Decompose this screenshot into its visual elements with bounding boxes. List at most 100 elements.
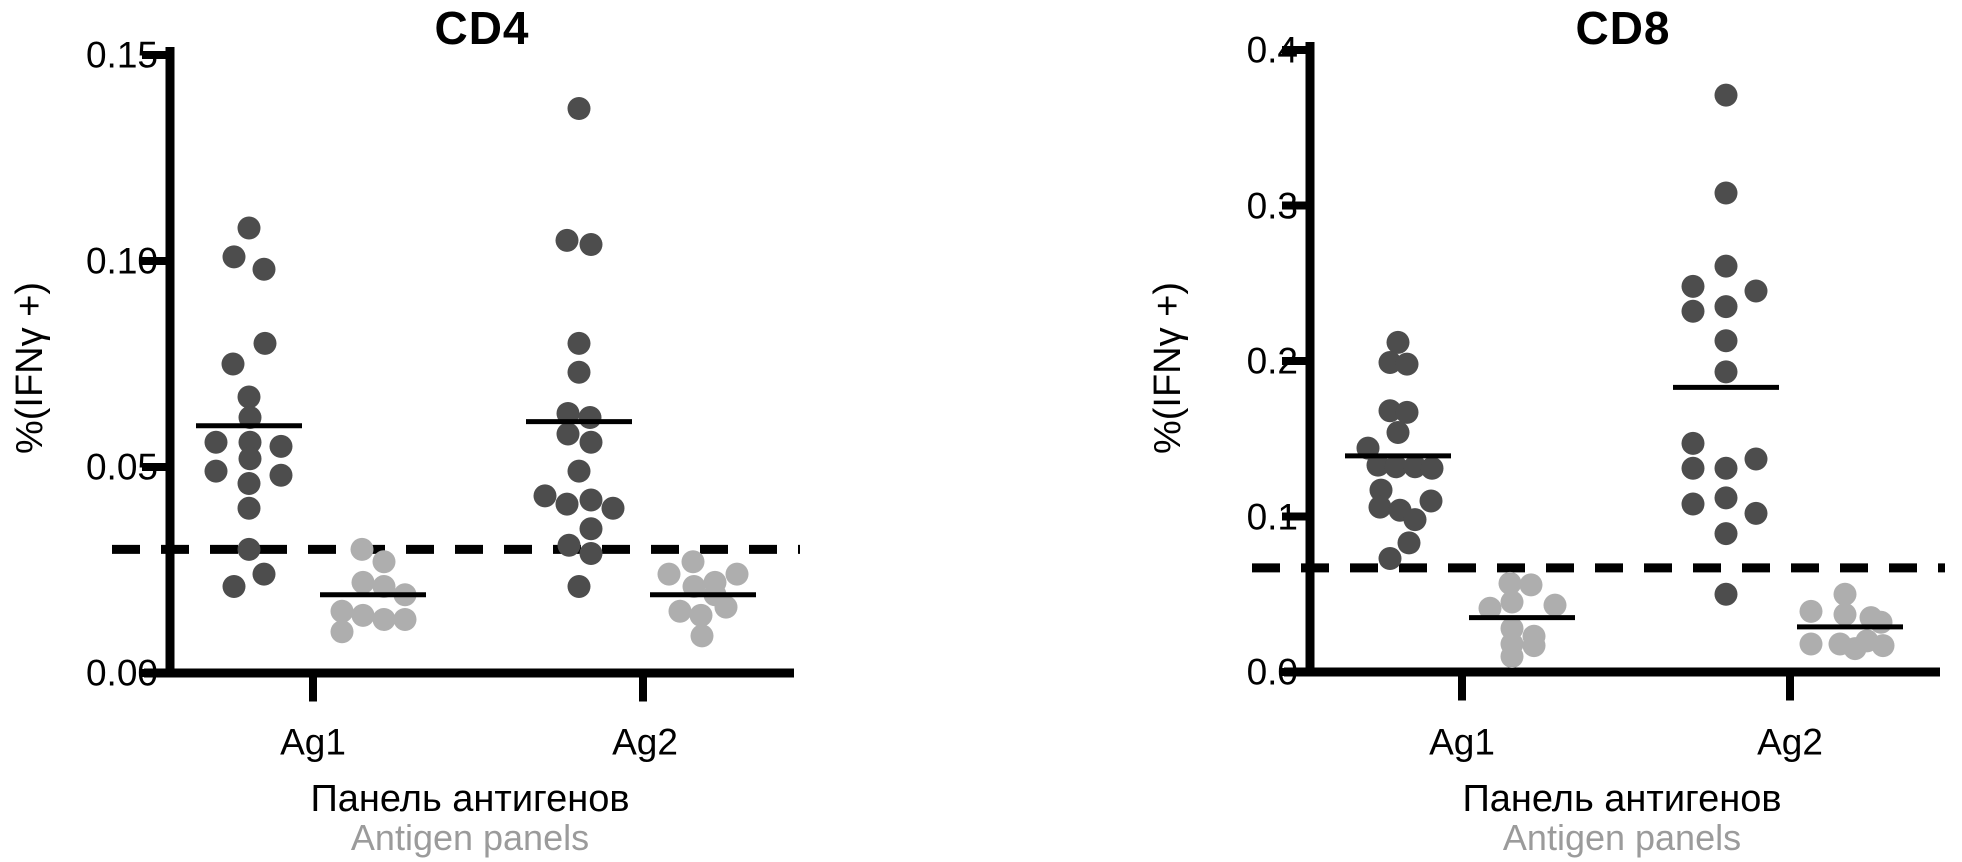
cd4-y-axis-label: %(IFNγ +) [9,281,51,455]
cd4-ag1-control-data-point [330,599,354,623]
cd8-ag2-stimulated-data-point [1714,522,1738,546]
cd4-ag2-stimulated-data-point [567,331,591,355]
cd4-y-tick-label: 0.10 [85,240,158,282]
cd4-ag2-stimulated-data-point [555,492,579,516]
cd8-ag2-control-data-point [1869,610,1893,634]
cd4-ag1-stimulated-data-point [237,471,261,495]
cd8-ag2-stimulated-data-point [1681,456,1705,480]
cd8-ag1-stimulated-data-point [1420,456,1444,480]
cd4-ag2-stimulated-data-point [567,360,591,384]
cd8-x-axis [1284,667,1940,677]
cd4-ag2-stimulated-data-point [579,488,603,512]
cd8-ag1-stimulated-data-point [1378,399,1402,423]
cd8-ag2-stimulated-data-point [1744,501,1768,525]
cd8-ag1-stimulated-data-point [1378,351,1402,375]
cd8-ag2-stimulated-data-point [1744,447,1768,471]
cd8-category-ag1-label: Ag1 [1429,721,1495,763]
cd4-ag2-control-data-point [690,624,714,648]
cd8-ag2-stimulated-data-point [1714,329,1738,353]
cd8-ag1-stimulated-data-point [1403,508,1427,532]
cd8-ag1-stimulated-data-point [1395,352,1419,376]
cd4-ag1-stimulated-data-point [222,245,246,269]
cd4-ag1-stimulated-data-point [237,537,261,561]
cd4-ag1-control-data-point [350,537,374,561]
cd4-category-ag2-label: Ag2 [612,721,678,763]
cd8-ag1-control-data-point [1543,593,1567,617]
cd8-y-tick-label: 0.2 [1246,340,1298,382]
cd4-ag2-stimulated-data-point [555,228,579,252]
cd8-x-tick-ag1 [1458,676,1466,701]
cd8-ag2-control-data-point [1799,632,1823,656]
cd8-ag1-stimulated-data-point [1368,495,1392,519]
cd4-ag2-stimulated-data-point [601,496,625,520]
cd8-category-ag2-label: Ag2 [1757,721,1823,763]
cd8-ag2-stimulated-data-point [1681,299,1705,323]
cd8-ag2-stimulated-data-point [1744,279,1768,303]
cd4-ag1-stimulated-data-point [204,459,228,483]
cd8-ag1-stimulated-data-point [1369,478,1393,502]
cd4-ag2-stimulated-data-point [579,430,603,454]
cd4-ag1-stimulated-data-point [252,257,276,281]
cd4-ag1-stimulated-data-point [237,216,261,240]
cd4-ag1-control-data-point [372,607,396,631]
cd4-ag2-control-data-point [681,550,705,574]
cd8-y-tick-label: 0.4 [1246,29,1298,71]
cd4-ag2-stimulated-data-point [578,406,602,430]
cd4-ag2-control-data-point [657,562,681,586]
cd8-ag1-stimulated-data-point [1384,455,1408,479]
cd8-x-axis-label-primary: Панель антигенов [1462,778,1782,820]
cd4-ag2-stimulated-data-point [579,233,603,257]
cd4-ag2-stimulated-data-point [579,542,603,566]
cd4-ag2-stimulated-data-point [567,574,591,598]
cd8-ag1-control-data-point [1519,573,1543,597]
cd8-ag1-stimulated-data-point [1386,330,1410,354]
cd4-y-tick [142,669,166,677]
cd8-ag2-control-data-point [1871,634,1895,658]
cd8-ag2-stimulated-data-point [1714,456,1738,480]
cd8-ag2-stimulated-data-point [1714,360,1738,384]
cd4-ag1-stimulated-data-point [253,331,277,355]
cd8-x-axis-label-secondary: Antigen panels [1502,817,1742,858]
cd8-y-tick [1282,201,1306,210]
cd8-ag1-stimulated-data-point [1395,400,1419,424]
cd4-ag1-control-data-point [351,603,375,627]
cd8-y-tick-label: 0.3 [1246,185,1298,226]
cd4-ag1-stimulated-data-point [238,447,262,471]
cd8-ag1-control-data-point [1500,590,1524,614]
cd4-ag2-control-data-point [714,595,738,619]
cd4-x-axis-label-secondary: Antigen panels [350,817,590,858]
cd8-y-tick [1282,46,1306,54]
cd4-x-axis-label-primary: Панель антигенов [310,778,630,820]
cd8-y-axis-label: %(IFNγ +) [1147,281,1189,455]
cd4-x-axis [144,668,794,678]
cd4-x-tick-ag1 [309,677,317,702]
cd4-y-tick [142,463,166,471]
cd8-ag2-control-data-point [1843,637,1867,661]
cd8-y-tick [1282,357,1306,365]
cd8-ag2-stimulated-data-point [1714,181,1738,205]
cd4-ag1-stimulated-data-point [222,574,246,598]
cd4-y-axis [165,47,175,677]
cd8-ag2-stimulated-data-point [1714,83,1738,107]
cd4-ag1-control-data-point [372,550,396,574]
cd8-ag1-control-data-point [1522,634,1546,658]
cd4-ag1-stimulated-data-point [269,463,293,487]
cd8-y-axis [1305,42,1315,676]
cd8-ag1-control-data-point [1498,571,1522,595]
cd8-y-tick [1282,668,1306,676]
cd4-y-tick [142,51,166,59]
cd8-ag2-control-data-point [1833,602,1857,626]
cd4-y-tick [142,257,166,265]
cd8-ag2-stimulated-data-point [1714,254,1738,278]
cd8-ag2-stimulated-data-point [1681,274,1705,298]
cd8-ag2-stimulated-data-point [1714,486,1738,510]
cd4-ag1-stimulated-data-point [238,430,262,454]
cd4-ag2-stimulated-data-point [579,517,603,541]
cd8-ag1-stimulated-data-point [1419,489,1443,513]
cd8-ag1-control-data-point [1478,596,1502,620]
cd4-ag2-control-data-point [689,603,713,627]
cd4-ag2-stimulated-data-point [567,459,591,483]
cd4-ag1-stimulated-data-point [204,430,228,454]
cd8-y-tick-label: 0.1 [1246,496,1298,537]
